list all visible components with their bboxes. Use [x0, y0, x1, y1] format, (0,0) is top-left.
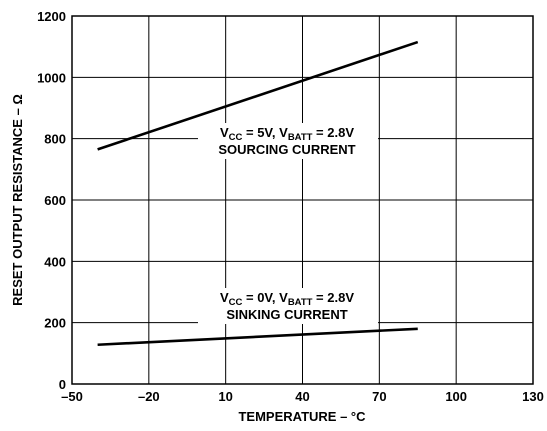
x-tick-label: –20 [138, 389, 160, 404]
annotation-sourcing-line1: VCC = 5V, VBATT = 2.8V [220, 125, 354, 143]
grid [71, 15, 534, 385]
y-tick-label: 600 [44, 193, 66, 208]
series-group [97, 40, 419, 347]
annotations: VCC = 5V, VBATT = 2.8V SOURCING CURRENT … [198, 123, 378, 324]
x-tick-label: 40 [295, 389, 309, 404]
annotation-sinking-line2: SINKING CURRENT [226, 307, 347, 322]
x-axis-title: TEMPERATURE – °C [238, 409, 366, 424]
annotation-sourcing-line2: SOURCING CURRENT [218, 142, 355, 157]
y-tick-label: 400 [44, 254, 66, 269]
annotation-bg-sourcing [198, 123, 378, 159]
x-tick-label: 10 [218, 389, 232, 404]
series-line-sinking [97, 327, 418, 347]
x-tick-label: 100 [445, 389, 467, 404]
tick-labels: –50 –20 10 40 70 100 130 0 200 400 600 800 1000 1200 [37, 9, 544, 404]
y-tick-label: 1000 [37, 70, 66, 85]
x-tick-label: 70 [372, 389, 386, 404]
y-tick-label: 0 [59, 377, 66, 392]
plot-frame [71, 15, 534, 385]
annotation-sinking-line1: VCC = 0V, VBATT = 2.8V [220, 290, 354, 308]
y-tick-label: 800 [44, 132, 66, 147]
y-axis-title: RESET OUTPUT RESISTANCE – Ω [10, 94, 25, 306]
y-tick-label: 1200 [37, 9, 66, 24]
series-line-sourcing [97, 40, 419, 151]
x-tick-label: 130 [522, 389, 544, 404]
y-tick-label: 200 [44, 316, 66, 331]
annotation-bg-sinking [198, 288, 378, 324]
x-tick-label: –50 [61, 389, 83, 404]
